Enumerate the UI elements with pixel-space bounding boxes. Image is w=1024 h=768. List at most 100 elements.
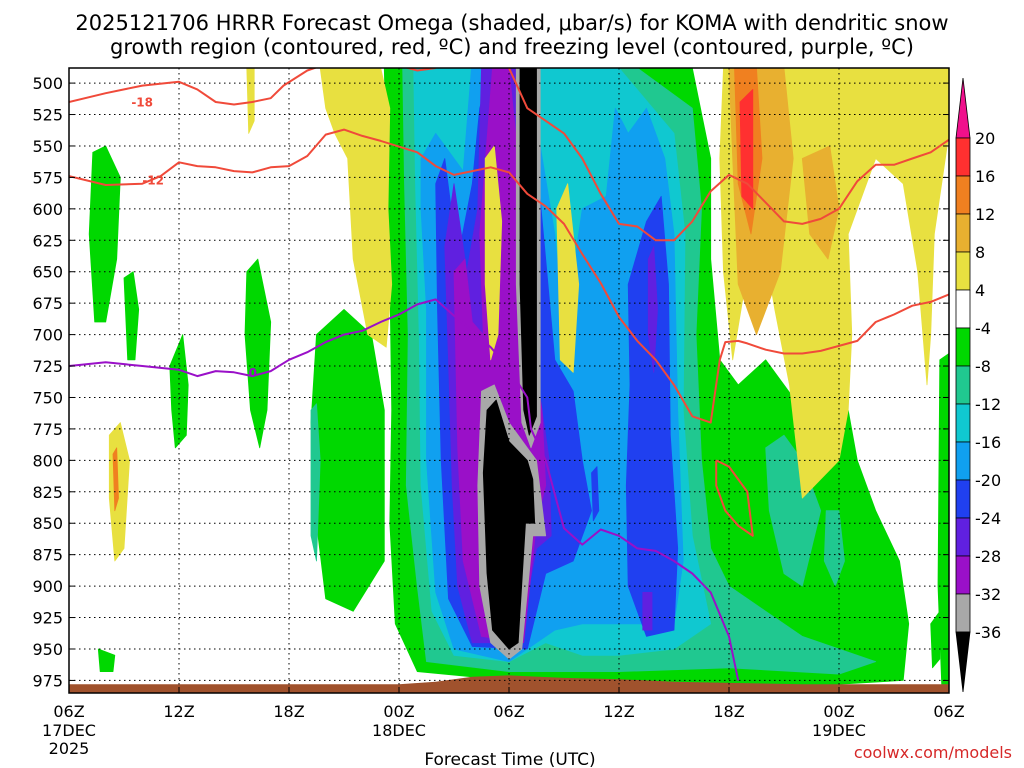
freezing-level-contour: [69, 298, 740, 681]
omega-region-11: [823, 510, 845, 587]
x-tick-date-0: 17DEC: [42, 721, 96, 740]
dgz-contour-0-label: -18: [131, 96, 153, 110]
y-tick-label-775: 775: [32, 420, 63, 439]
omega-region-17: [591, 466, 600, 522]
chart-title-line-2: growth region (contoured, red, ºC) and f…: [110, 35, 914, 59]
colorbar-label-1: 16: [975, 167, 995, 186]
y-tick-label-675: 675: [32, 294, 63, 313]
colorbar-swatch-9: [955, 441, 971, 481]
x-axis-label: Forecast Time (UTC): [424, 750, 595, 768]
omega-region-4: [123, 271, 140, 361]
colorbar-swatch-11: [955, 517, 971, 557]
y-tick-label-625: 625: [32, 231, 63, 250]
x-tick-label-7: 00Z: [823, 702, 854, 721]
colorbar-swatch-6: [955, 327, 971, 367]
y-tick-label-850: 850: [32, 514, 63, 533]
y-tick-label-600: 600: [32, 200, 63, 219]
y-tick-label-525: 525: [32, 106, 63, 125]
x-tick-label-1: 12Z: [163, 702, 194, 721]
omega-region-36: [739, 89, 754, 210]
colorbar-label-11: -28: [975, 547, 1001, 566]
dgz-contour-2-label: -12: [142, 174, 164, 188]
omega-region-25: [519, 68, 537, 436]
x-tick-date-7: 19DEC: [812, 721, 866, 740]
y-tick-label-825: 825: [32, 483, 63, 502]
chart-title-line-1: 2025121706 HRRR Forecast Omega (shaded, …: [75, 11, 948, 35]
omega-region-3: [169, 334, 189, 449]
colorbar-label-10: -24: [975, 509, 1001, 528]
colorbar: 20 16 12 8 4 -4 -8 -12 -16 -20 -24 -28 -32 -36: [955, 77, 1001, 693]
colorbar-label-5: -4: [975, 319, 991, 338]
omega-region-12: [310, 403, 321, 562]
omega-region-19: [647, 246, 658, 373]
omega-shading: [88, 68, 949, 688]
colorbar-label-4: 4: [975, 281, 985, 300]
y-tick-label-975: 975: [32, 671, 63, 690]
x-tick-label-2: 18Z: [273, 702, 304, 721]
y-tick-label-700: 700: [32, 326, 63, 345]
contour-lines: -18 -12 0: [69, 68, 949, 681]
y-tick-label-725: 725: [32, 357, 63, 376]
colorbar-label-3: 8: [975, 243, 985, 262]
omega-region-7: [930, 610, 941, 669]
y-tick-label-750: 750: [32, 388, 63, 407]
colorbar-label-12: -32: [975, 585, 1001, 604]
dgz-contour-3: [508, 68, 949, 242]
colorbar-swatch-8: [955, 403, 971, 443]
y-tick-label-650: 650: [32, 263, 63, 282]
y-tick-label-900: 900: [32, 577, 63, 596]
omega-region-1: [244, 258, 272, 449]
colorbar-swatch-3: [955, 213, 971, 253]
y-tick-label-875: 875: [32, 546, 63, 565]
omega-region-20: [642, 592, 653, 631]
colorbar-swatch-10: [955, 479, 971, 519]
x-tick-label-5: 12Z: [603, 702, 634, 721]
colorbar-swatch-12: [955, 555, 971, 595]
colorbar-swatch-4: [955, 251, 971, 291]
x-tick-label-6: 18Z: [713, 702, 744, 721]
x-tick-year-0: 2025: [49, 739, 90, 758]
colorbar-swatch-2: [955, 175, 971, 215]
colorbar-label-8: -16: [975, 433, 1001, 452]
colorbar-swatch-5: [955, 289, 971, 329]
dgz-contour-1: [404, 68, 436, 72]
freezing-level-contour-label: 0: [249, 366, 257, 380]
y-tick-label-500: 500: [32, 74, 63, 93]
colorbar-label-7: -12: [975, 395, 1001, 414]
y-tick-label-925: 925: [32, 609, 63, 628]
colorbar-label-0: 20: [975, 129, 995, 148]
dgz-contour-4: [715, 459, 754, 537]
y-axis: 500 525 550 575 600 625 650 675 700 725 750 775 800 8…: [32, 74, 949, 690]
x-tick-label-4: 06Z: [493, 702, 524, 721]
colorbar-swatch-14: [955, 631, 971, 693]
x-tick-label-0: 06Z: [53, 702, 84, 721]
dgz-contour-0: [69, 68, 318, 106]
colorbar-label-2: 12: [975, 205, 995, 224]
y-tick-label-550: 550: [32, 137, 63, 156]
colorbar-label-6: -8: [975, 357, 991, 376]
y-tick-label-575: 575: [32, 168, 63, 187]
y-tick-label-950: 950: [32, 640, 63, 659]
y-tick-label-800: 800: [32, 451, 63, 470]
colorbar-swatch-13: [955, 593, 971, 633]
omega-region-27: [319, 68, 393, 348]
x-tick-label-8: 06Z: [933, 702, 964, 721]
credit-text: coolwx.com/models: [854, 743, 1012, 762]
colorbar-swatch-1: [955, 137, 971, 177]
omega-region-26: [246, 68, 255, 134]
omega-region-2: [310, 308, 385, 612]
dgz-contour-2: [69, 128, 949, 424]
colorbar-label-9: -20: [975, 471, 1001, 490]
colorbar-label-13: -36: [975, 623, 1001, 642]
omega-region-8: [97, 648, 116, 672]
x-tick-date-3: 18DEC: [372, 721, 426, 740]
omega-region-0: [88, 145, 121, 323]
omega-region-16: [625, 195, 679, 637]
colorbar-swatch-0: [955, 77, 971, 139]
grid-lines: [69, 68, 949, 693]
x-tick-label-3: 00Z: [383, 702, 414, 721]
colorbar-swatch-7: [955, 365, 971, 405]
omega-region-10: [765, 434, 822, 587]
